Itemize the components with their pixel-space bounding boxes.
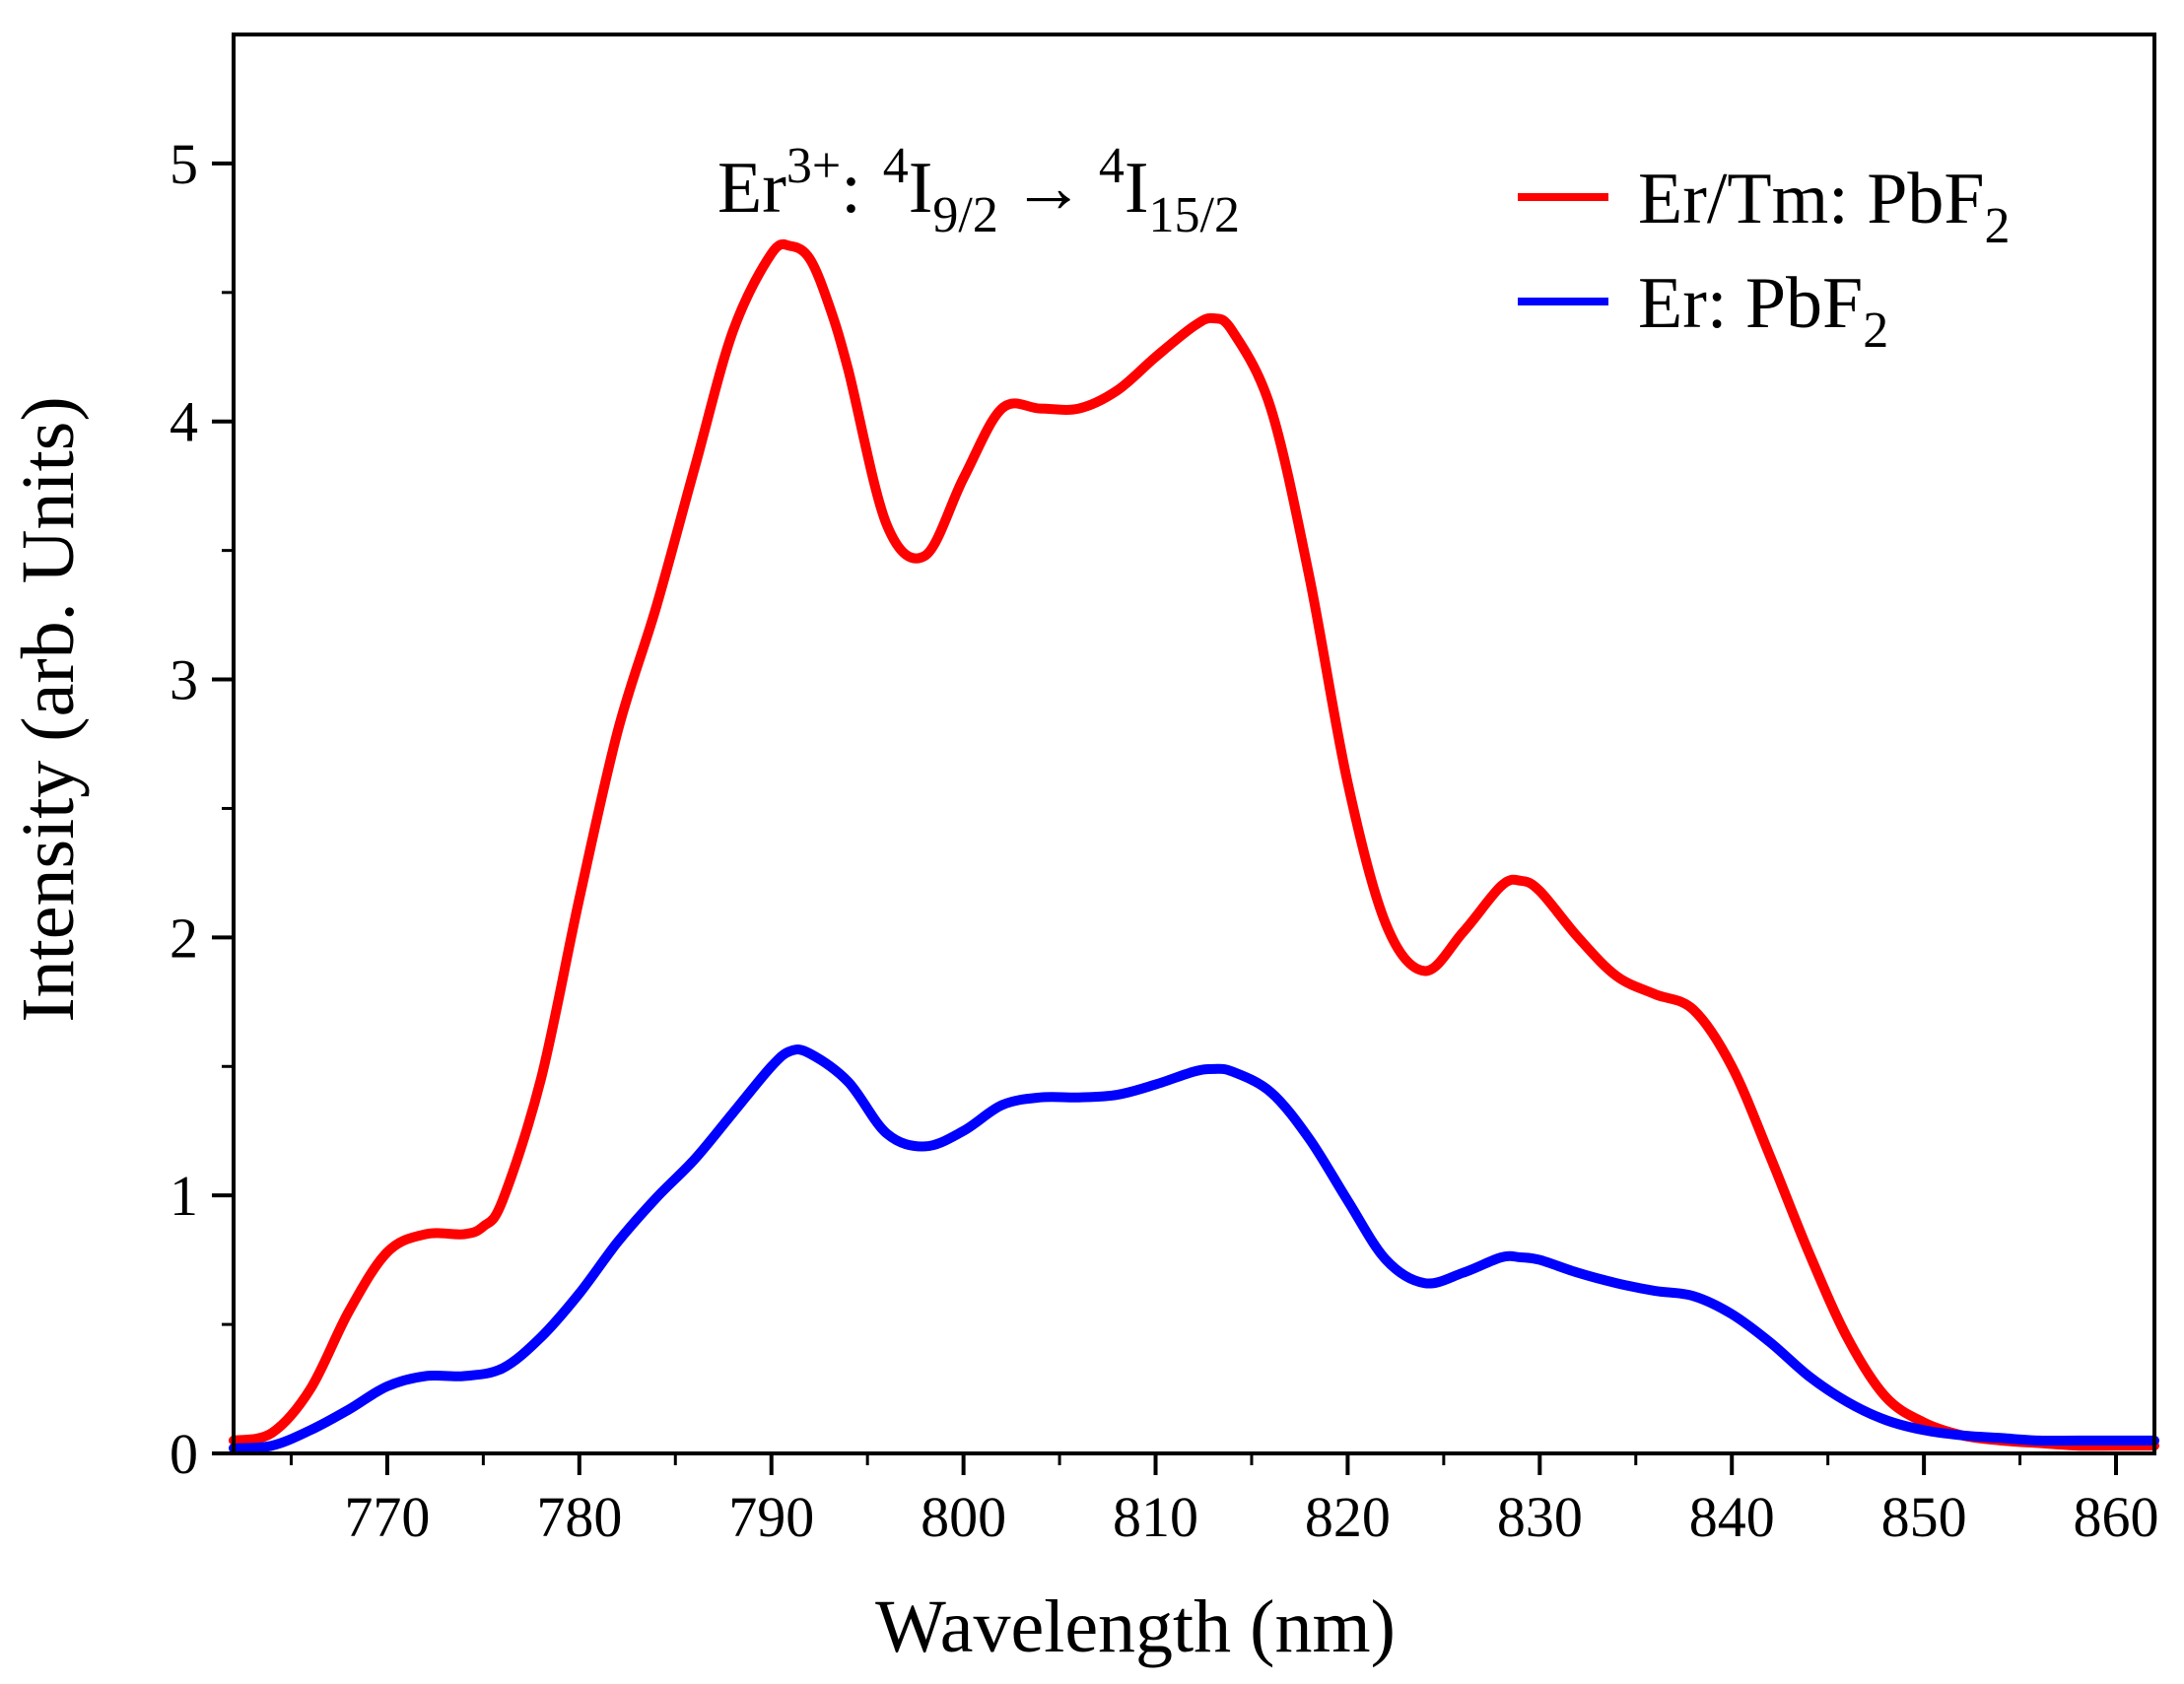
x-tick-label: 810 bbox=[1113, 1485, 1198, 1549]
annotation-colon: : bbox=[841, 148, 861, 229]
x-tick-label: 840 bbox=[1689, 1485, 1775, 1549]
legend: Er/Tm: PbF2 Er: PbF2 bbox=[1518, 159, 2011, 359]
x-tick-label: 770 bbox=[344, 1485, 430, 1549]
annotation-arrow: → bbox=[1012, 148, 1085, 229]
annotation-level1: I bbox=[909, 148, 933, 229]
series-layer bbox=[229, 238, 2159, 1453]
legend-label-er-tm-sub: 2 bbox=[1985, 198, 2011, 254]
x-tick-label: 820 bbox=[1305, 1485, 1391, 1549]
x-tick-label: 830 bbox=[1497, 1485, 1583, 1549]
y-axis-title: Intensity (arb. Units) bbox=[7, 396, 90, 1022]
y-tick-label: 0 bbox=[170, 1422, 198, 1486]
annotation-charge: 3+ bbox=[786, 138, 841, 194]
x-tick-label: 800 bbox=[921, 1485, 1006, 1549]
y-tick-label: 5 bbox=[170, 132, 198, 196]
x-tick-label: 850 bbox=[1881, 1485, 1967, 1549]
legend-label-er: Er: PbF2 bbox=[1638, 263, 1888, 359]
x-tick-label: 780 bbox=[536, 1485, 622, 1549]
legend-label-er-sub: 2 bbox=[1863, 303, 1888, 359]
legend-label-er-main: Er: PbF bbox=[1638, 263, 1863, 344]
annotation-sup1: 4 bbox=[883, 138, 909, 194]
x-axis-title: Wavelength (nm) bbox=[875, 1585, 1396, 1668]
y-tick-label: 2 bbox=[170, 906, 198, 970]
y-tick-label: 1 bbox=[170, 1164, 198, 1228]
annotation-sub1: 9/2 bbox=[932, 187, 997, 243]
annotation-sub2: 15/2 bbox=[1149, 187, 1240, 243]
series-line-er-pbf2 bbox=[229, 1044, 2159, 1453]
series-line-er-tm-pbf2 bbox=[229, 238, 2159, 1451]
y-tick-label: 4 bbox=[170, 390, 198, 454]
legend-label-er-tm-main: Er/Tm: PbF bbox=[1638, 159, 1985, 239]
annotation-ion: Er bbox=[717, 148, 786, 229]
transition-annotation: Er3+: 4I9/2 → 4I15/2 bbox=[717, 138, 1240, 243]
legend-label-er-tm: Er/Tm: PbF2 bbox=[1638, 159, 2011, 254]
y-tick-label: 3 bbox=[170, 648, 198, 712]
plot-frame bbox=[232, 33, 2156, 1455]
x-tick-label: 790 bbox=[728, 1485, 814, 1549]
tick-layer: 770 780 790 800 810 820 830 840 850 860 0 1 2 3 4 5 bbox=[170, 132, 2159, 1549]
annotation-level2: I bbox=[1125, 148, 1149, 229]
x-tick-label: 860 bbox=[2074, 1485, 2159, 1549]
annotation-sup2: 4 bbox=[1099, 138, 1125, 194]
